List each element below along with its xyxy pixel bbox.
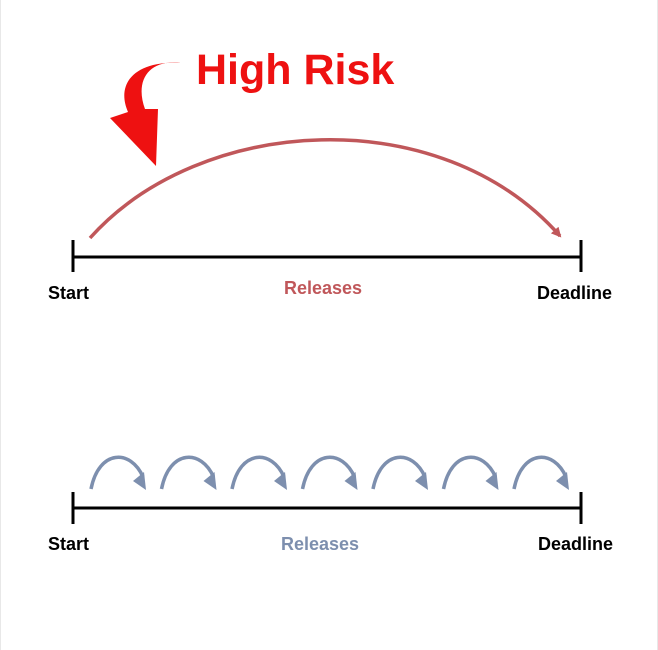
release-hop-arc xyxy=(300,455,357,490)
high-risk-title: High Risk xyxy=(196,46,395,94)
top-timeline xyxy=(71,240,583,272)
single-release-arc xyxy=(88,138,562,240)
release-hop-arrowhead xyxy=(344,472,358,490)
bottom-timeline xyxy=(71,492,583,524)
release-hop-arc xyxy=(89,455,145,490)
release-hop-arrowhead xyxy=(556,472,569,490)
release-hop-arrowhead xyxy=(274,472,287,490)
small-release-arcs xyxy=(89,455,569,490)
release-hop-arc xyxy=(159,455,216,490)
bottom-start-label: Start xyxy=(48,534,90,554)
bottom-releases-label: Releases xyxy=(281,534,360,554)
top-start-label: Start xyxy=(48,283,90,303)
bottom-deadline-label: Deadline xyxy=(538,534,614,554)
release-hop-arc xyxy=(230,455,286,490)
release-hop-arrowhead xyxy=(203,472,217,490)
left-border xyxy=(0,0,1,650)
release-hop-arc xyxy=(441,455,498,490)
top-deadline-label: Deadline xyxy=(537,283,613,303)
release-hop-arc xyxy=(371,455,427,490)
release-hop-arrowhead xyxy=(133,472,146,490)
top-releases-label: Releases xyxy=(284,278,363,298)
release-hop-arc xyxy=(512,455,568,490)
curved-arrow-down-icon xyxy=(110,62,181,167)
release-hop-arrowhead xyxy=(485,472,499,490)
release-hop-arrowhead xyxy=(415,472,428,490)
